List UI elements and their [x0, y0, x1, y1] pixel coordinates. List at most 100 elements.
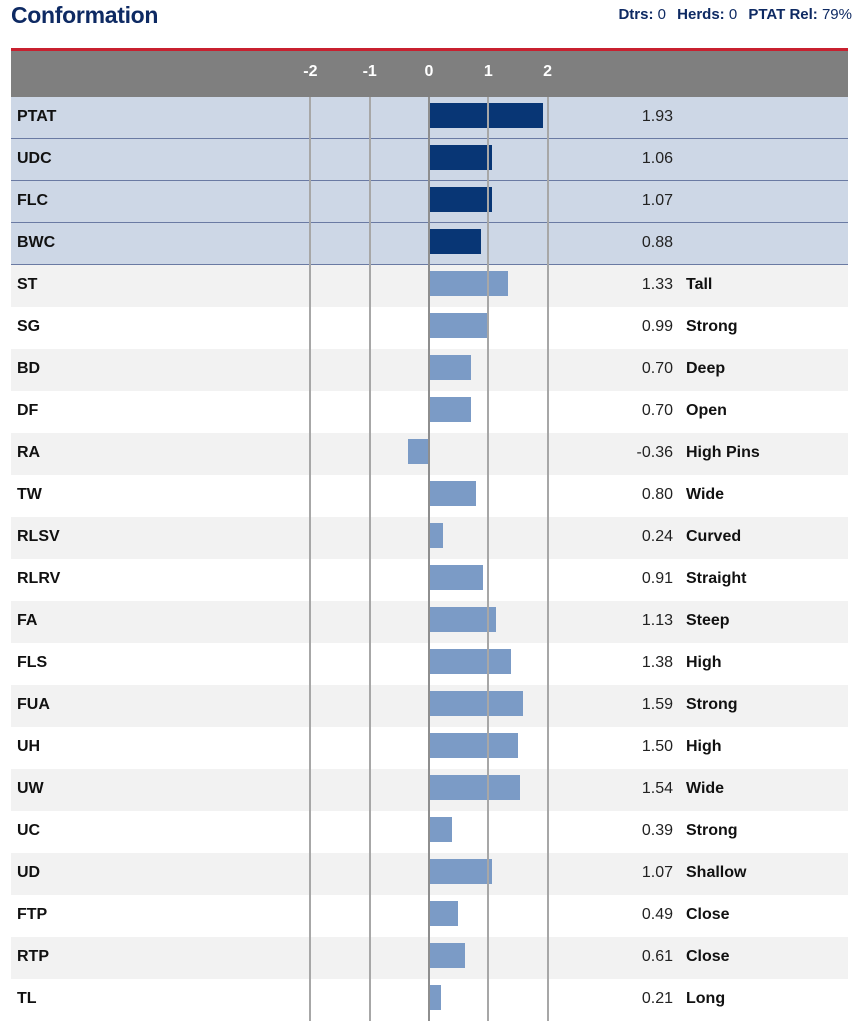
- value-bar: [429, 985, 442, 1010]
- trait-descriptor: Steep: [686, 612, 730, 629]
- value-bar: [429, 859, 493, 884]
- value-label: 1.93: [641, 108, 673, 125]
- value-label: 0.91: [641, 570, 673, 587]
- value-label: 1.33: [641, 276, 673, 293]
- dtrs-value: 0: [657, 6, 666, 23]
- trait-descriptor: Strong: [686, 318, 738, 335]
- x-tick-label: 0: [424, 63, 434, 80]
- value-bar: [429, 271, 508, 296]
- trait-label: FA: [17, 612, 38, 629]
- chart-title: Conformation: [11, 2, 159, 28]
- value-label: 1.50: [641, 738, 673, 755]
- trait-label: PTAT: [17, 108, 57, 125]
- value-bar: [429, 523, 444, 548]
- value-label: -0.36: [636, 444, 673, 461]
- value-label: 0.99: [641, 318, 673, 335]
- value-bar: [429, 565, 483, 590]
- trait-label: RA: [17, 444, 41, 461]
- grid-line: [309, 97, 312, 1021]
- value-label: 1.38: [641, 654, 673, 671]
- grid-line: [368, 97, 371, 1021]
- trait-label: TW: [17, 486, 42, 503]
- value-bar: [429, 481, 477, 506]
- value-label: 1.06: [641, 150, 673, 167]
- stats-summary: Dtrs: 0 Herds: 0 PTAT Rel: 79%: [618, 6, 852, 23]
- x-tick-label: 2: [543, 63, 553, 80]
- trait-descriptor: Tall: [686, 276, 713, 293]
- value-bar: [429, 145, 492, 170]
- trait-label: FLC: [17, 192, 49, 209]
- grid-line: [546, 97, 549, 1021]
- trait-label: SG: [17, 318, 41, 335]
- trait-descriptor: Long: [686, 990, 726, 1007]
- trait-label: FLS: [17, 654, 48, 671]
- trait-label: UW: [17, 780, 44, 797]
- trait-descriptor: Curved: [686, 528, 742, 545]
- herds-value: 0: [728, 6, 738, 23]
- x-tick-label: -1: [362, 63, 377, 80]
- value-label: 0.70: [641, 402, 673, 419]
- value-bar: [429, 691, 524, 716]
- herds-label: Herds:: [677, 6, 725, 23]
- value-label: 1.07: [641, 864, 673, 881]
- axis-header: -2 -1 0 1 2: [11, 51, 848, 97]
- trait-label: UD: [17, 864, 41, 881]
- dtrs-label: Dtrs:: [618, 6, 654, 23]
- ptat-rel-label: PTAT Rel:: [748, 6, 818, 23]
- grid-line: [487, 97, 490, 1021]
- trait-label: TL: [17, 990, 37, 1007]
- value-label: 0.80: [641, 486, 673, 503]
- value-bar: [429, 943, 466, 968]
- trait-descriptor: Strong: [686, 822, 738, 839]
- value-label: 0.61: [641, 948, 673, 965]
- value-bar: [429, 187, 493, 212]
- value-bar: [429, 901, 459, 926]
- value-label: 0.21: [641, 990, 673, 1007]
- value-label: 1.07: [641, 192, 673, 209]
- trait-descriptor: Straight: [686, 570, 747, 587]
- x-tick-label: 1: [483, 63, 493, 80]
- trait-label: BWC: [17, 234, 56, 251]
- value-bar: [429, 733, 518, 758]
- value-label: 1.59: [641, 696, 673, 713]
- value-bar: [429, 103, 544, 128]
- value-label: 0.88: [641, 234, 673, 251]
- trait-label: UDC: [17, 150, 52, 167]
- trait-descriptor: Wide: [686, 486, 725, 503]
- trait-label: RTP: [17, 948, 49, 965]
- trait-label: ST: [17, 276, 38, 293]
- trait-label: BD: [17, 360, 41, 377]
- value-bar: [429, 355, 471, 380]
- trait-descriptor: High: [686, 654, 722, 671]
- trait-descriptor: Deep: [686, 360, 726, 377]
- trait-descriptor: Shallow: [686, 864, 747, 881]
- trait-label: RLRV: [17, 570, 61, 587]
- value-label: 1.54: [641, 780, 673, 797]
- value-bar: [429, 649, 511, 674]
- trait-label: FUA: [17, 696, 50, 713]
- trait-descriptor: Close: [686, 948, 730, 965]
- value-bar: [429, 817, 453, 842]
- value-bar: [407, 439, 429, 464]
- value-bar: [429, 313, 488, 338]
- chart-header: Conformation Dtrs: 0 Herds: 0 PTAT Rel: …: [0, 0, 860, 50]
- value-label: 0.70: [641, 360, 673, 377]
- trait-label: UC: [17, 822, 41, 839]
- trait-label: FTP: [17, 906, 48, 923]
- trait-label: UH: [17, 738, 41, 755]
- value-label: 0.24: [641, 528, 673, 545]
- trait-label: DF: [17, 402, 39, 419]
- value-label: 0.39: [641, 822, 673, 839]
- ptat-rel-value: 79%: [821, 6, 852, 23]
- trait-descriptor: Strong: [686, 696, 738, 713]
- trait-descriptor: Wide: [686, 780, 725, 797]
- value-bar: [429, 229, 482, 254]
- trait-descriptor: High Pins: [686, 444, 760, 461]
- value-label: 0.49: [641, 906, 673, 923]
- value-bar: [429, 775, 521, 800]
- trait-descriptor: Open: [686, 402, 727, 419]
- grid-line: [428, 97, 430, 1021]
- value-bar: [429, 397, 471, 422]
- trait-label: RLSV: [17, 528, 60, 545]
- value-bar: [429, 607, 496, 632]
